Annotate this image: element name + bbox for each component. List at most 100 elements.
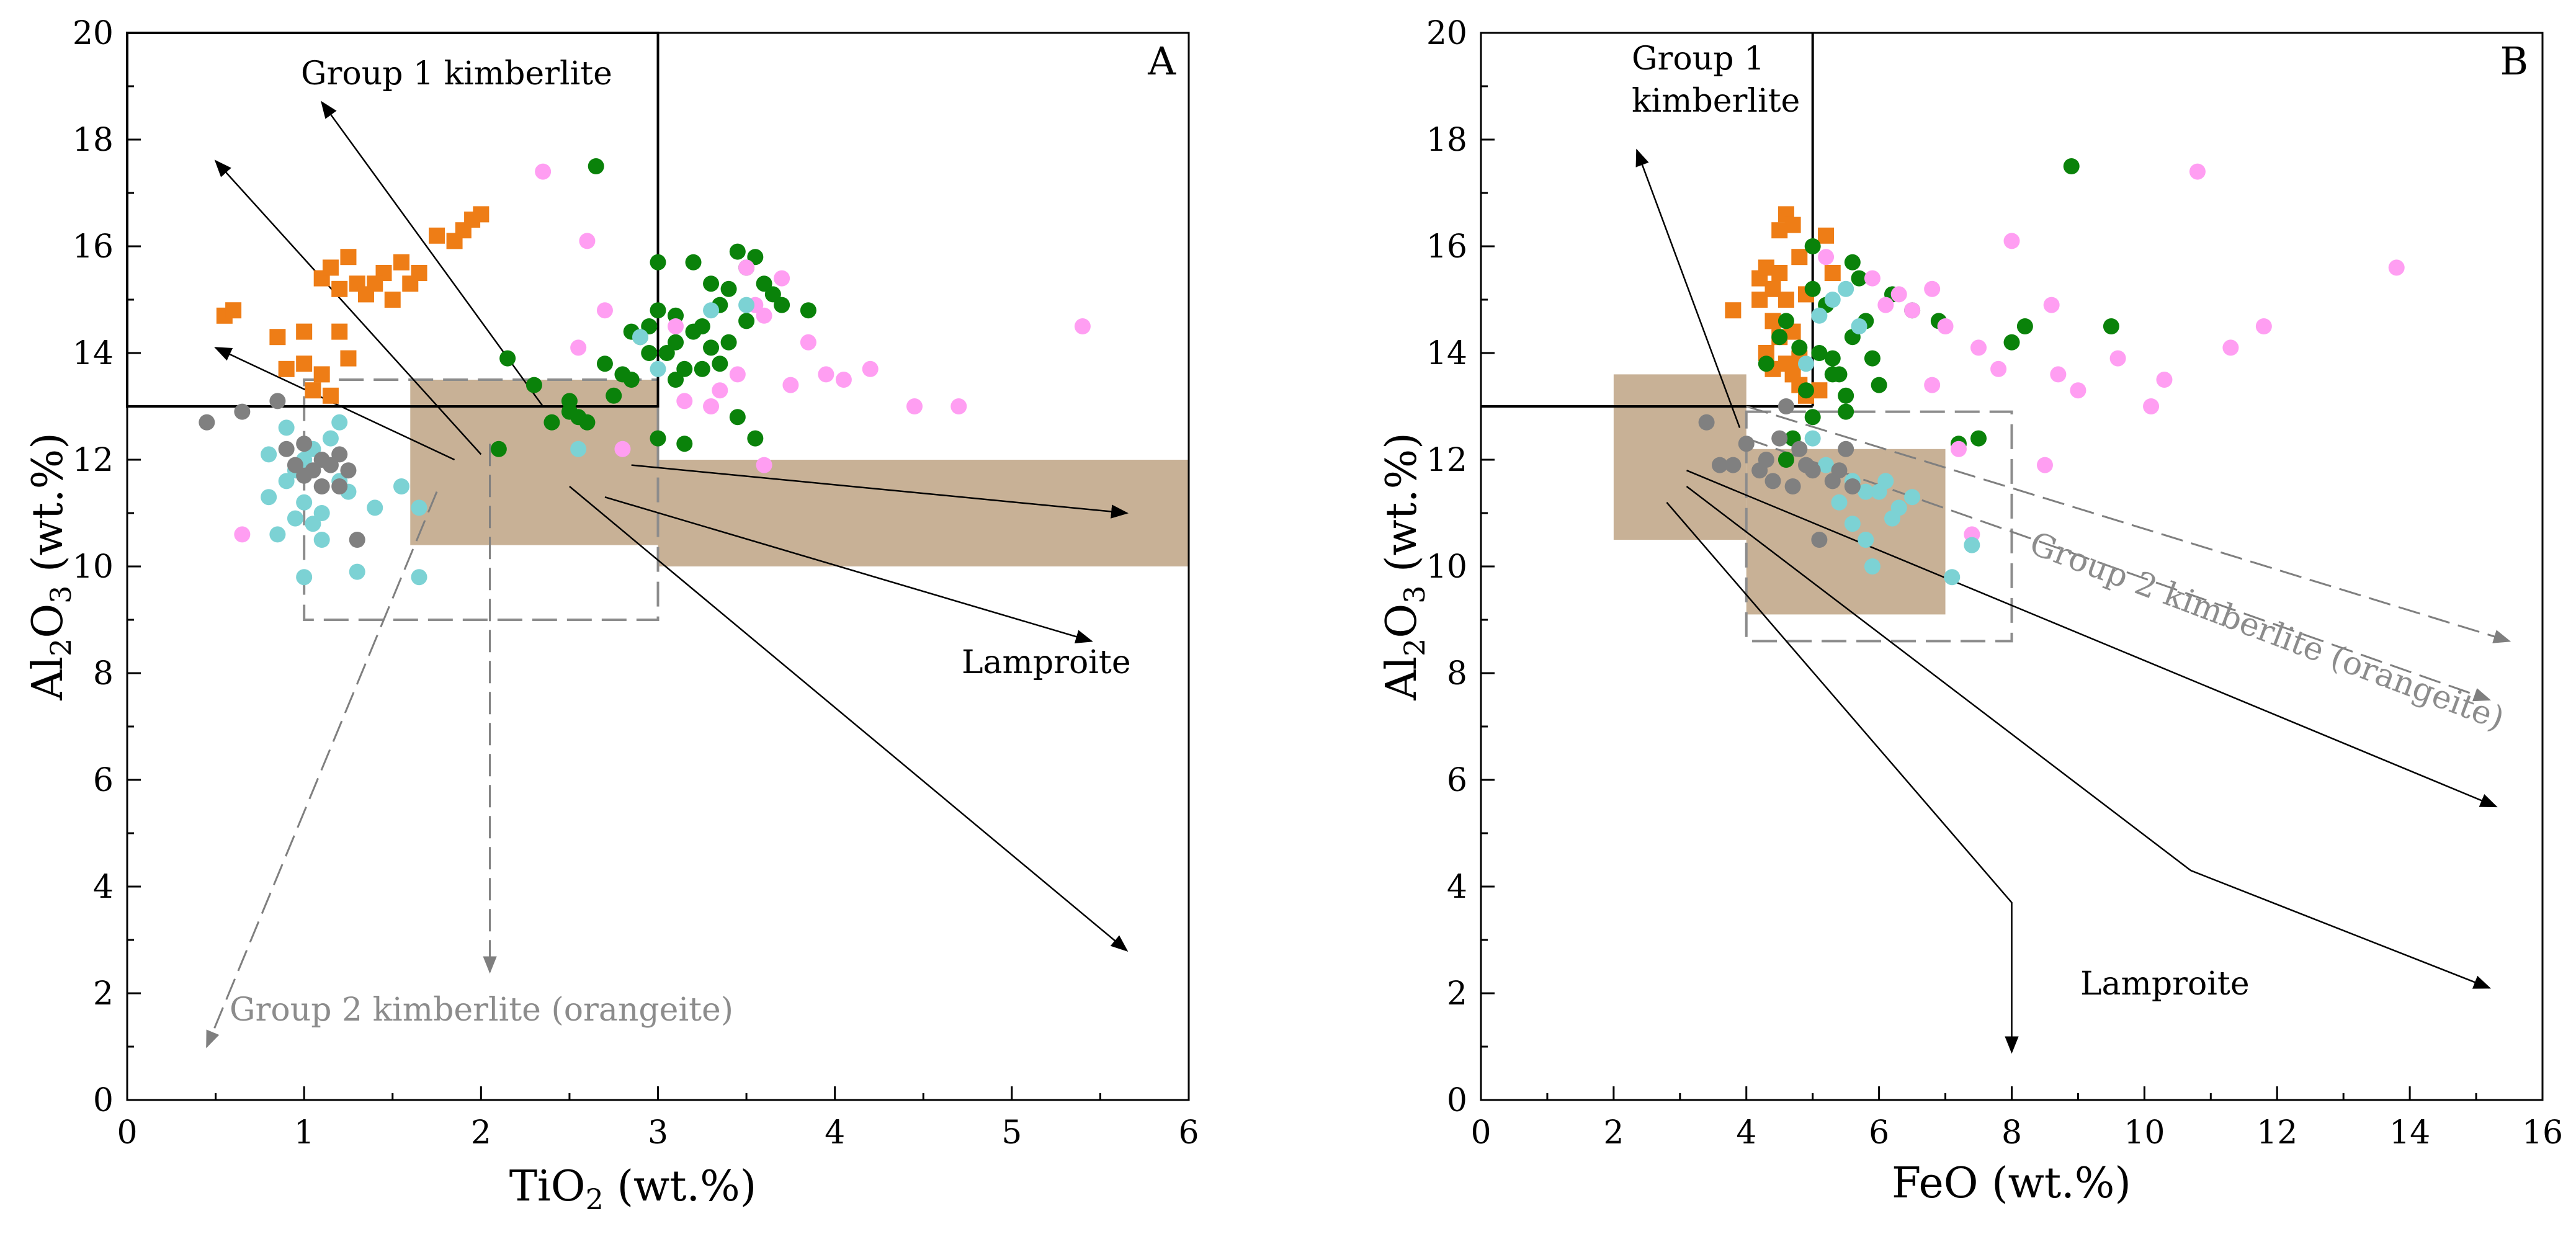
panel-b-point-s1-3 xyxy=(1791,339,1808,356)
panel-b-point-s1-9 xyxy=(1824,350,1841,367)
panel-b-point-s2-19 xyxy=(1950,440,1967,457)
panel-a-arrow-3 xyxy=(631,464,1129,519)
panel-a-point-s0-6 xyxy=(313,366,330,383)
panel-a-point-s1-26 xyxy=(703,275,720,292)
panel-a-arrow-1 xyxy=(214,159,482,455)
panel-a-point-s3-18 xyxy=(411,569,427,586)
panel-a-point-s2-6 xyxy=(668,318,684,334)
panel-b-y-tick-label-4: 8 xyxy=(1447,655,1467,692)
panel-b-x-tick-label-8: 16 xyxy=(2522,1114,2563,1151)
panel-a-point-s3-15 xyxy=(349,563,365,580)
panel-a-point-s0-5 xyxy=(296,355,313,372)
panel-b-point-s4-16 xyxy=(1797,457,1814,473)
panel-b-point-s4-6 xyxy=(1771,430,1788,447)
panel-a-shaded-region-0 xyxy=(410,380,658,545)
panel-b-point-s3-14 xyxy=(1904,489,1921,506)
panel-a-point-s4-6 xyxy=(305,462,321,479)
panel-a-x-tick-label-3: 3 xyxy=(648,1114,668,1151)
panel-b-point-s3-8 xyxy=(1844,516,1861,532)
panel-b-point-s3-10 xyxy=(1864,558,1881,575)
panel-b-point-s4-17 xyxy=(1831,462,1848,479)
panel-a-y-tick-label-8: 16 xyxy=(73,228,114,266)
panel-a-y-tick-label-4: 8 xyxy=(93,655,114,692)
panel-a-y-axis-label: Al2O3 (wt.%) xyxy=(24,432,78,701)
panel-b-point-s1-28 xyxy=(1838,403,1854,420)
panel-b-label: B xyxy=(2500,38,2528,84)
panel-b-point-s4-0 xyxy=(1698,414,1715,431)
panel-b-point-s0-9 xyxy=(1778,292,1794,308)
panel-a-point-s0-10 xyxy=(340,350,357,367)
panel-a-point-s2-14 xyxy=(818,366,834,383)
panel-b-point-s2-12 xyxy=(2109,350,2126,367)
panel-a-point-s4-9 xyxy=(322,457,339,473)
panel-a-point-s4-12 xyxy=(349,532,365,548)
panel-b-point-s4-8 xyxy=(1784,478,1801,494)
panel-b-point-s2-21 xyxy=(2036,457,2053,473)
panel-a-point-s2-21 xyxy=(703,398,720,414)
panel-a-point-s1-42 xyxy=(641,345,658,361)
panel-b-point-s3-0 xyxy=(1797,355,1814,372)
panel-a-point-s0-18 xyxy=(393,254,410,270)
panel-b-point-s2-17 xyxy=(2255,318,2272,334)
panel-a-point-s4-4 xyxy=(287,457,303,473)
panel-a-y-tick-label-5: 10 xyxy=(73,548,114,586)
panel-a-point-s3-16 xyxy=(367,499,383,516)
panel-a-point-s1-14 xyxy=(641,318,658,334)
panel-b-point-s4-14 xyxy=(1844,478,1861,494)
panel-a-point-s0-1 xyxy=(225,302,242,319)
panel-a-point-s4-0 xyxy=(199,414,215,431)
panel-a-dashed-arrow-1 xyxy=(205,491,438,1048)
panel-a-y-tick-label-7: 14 xyxy=(73,335,114,372)
panel-a-point-s1-3 xyxy=(543,414,560,431)
panel-b-field-boundaries xyxy=(1481,33,2013,643)
panel-b-point-s1-5 xyxy=(1804,280,1821,297)
panel-b-point-s2-6 xyxy=(1937,318,1954,334)
panel-b-x-tick-label-4: 8 xyxy=(2001,1114,2022,1151)
panel-b: 0 2 4 6 8 10 12 14 16 0 2 4 6 8 10 12 14 16 18 20 B Group 1… xyxy=(1377,15,2563,1208)
panel-a-point-s2-1 xyxy=(535,163,552,180)
panel-b-y-tick-label-10: 20 xyxy=(1426,15,1467,52)
panel-a-point-s0-21 xyxy=(429,227,445,244)
panel-a-point-s4-2 xyxy=(269,393,286,409)
panel-b-point-s4-7 xyxy=(1778,398,1794,414)
panel-a-group1-label: Group 1 kimberlite xyxy=(301,55,612,92)
panel-b-arrow-2 xyxy=(1686,486,2492,989)
panel-a-point-s0-20 xyxy=(411,265,427,281)
panel-b-point-s1-11 xyxy=(1838,387,1854,404)
panel-a-point-s2-3 xyxy=(596,302,613,319)
panel-b-point-s0-0 xyxy=(1725,302,1742,319)
panel-a-point-s0-12 xyxy=(322,259,339,276)
panel-a-point-s1-35 xyxy=(774,297,790,313)
panel-b-point-s3-16 xyxy=(1964,537,1980,553)
panel-a-point-s1-33 xyxy=(756,275,772,292)
panel-b-point-s2-23 xyxy=(2050,366,2067,383)
panel-a-point-s0-17 xyxy=(384,292,401,308)
panel-b-point-s1-29 xyxy=(1778,452,1794,468)
panel-b-point-s4-5 xyxy=(1758,452,1774,468)
panel-b-arrow-1 xyxy=(1686,470,2498,808)
panel-b-point-s2-15 xyxy=(2189,163,2206,180)
panel-b-point-s1-0 xyxy=(1758,355,1774,372)
panel-a-point-s3-10 xyxy=(313,505,330,521)
panel-a-point-s3-21 xyxy=(632,329,648,346)
panel-a-point-s3-13 xyxy=(331,414,348,431)
panel-a-point-s1-19 xyxy=(668,334,684,351)
panel-b-point-s1-2 xyxy=(1778,313,1794,329)
panel-b-point-s4-13 xyxy=(1838,440,1854,457)
panel-b-point-s3-9 xyxy=(1858,532,1874,548)
panel-a-point-s2-10 xyxy=(756,307,772,324)
panel-a-point-s1-34 xyxy=(764,286,781,303)
panel-a-point-s3-24 xyxy=(650,360,666,377)
panel-a-point-s2-18 xyxy=(950,398,967,414)
panel-a-point-s1-1 xyxy=(490,440,507,457)
panel-a-point-s1-18 xyxy=(658,345,675,361)
panel-a-point-s4-7 xyxy=(313,478,330,494)
panel-a-point-s3-6 xyxy=(296,494,313,511)
panel-a-arrow-5 xyxy=(569,486,1129,952)
panel-a-shaded-regions xyxy=(410,380,1189,566)
panel-b-point-s4-9 xyxy=(1791,440,1808,457)
panel-b-x-tick-label-0: 0 xyxy=(1470,1114,1491,1151)
panel-b-point-s2-14 xyxy=(2156,372,2173,388)
panel-a-point-s1-32 xyxy=(747,249,764,266)
